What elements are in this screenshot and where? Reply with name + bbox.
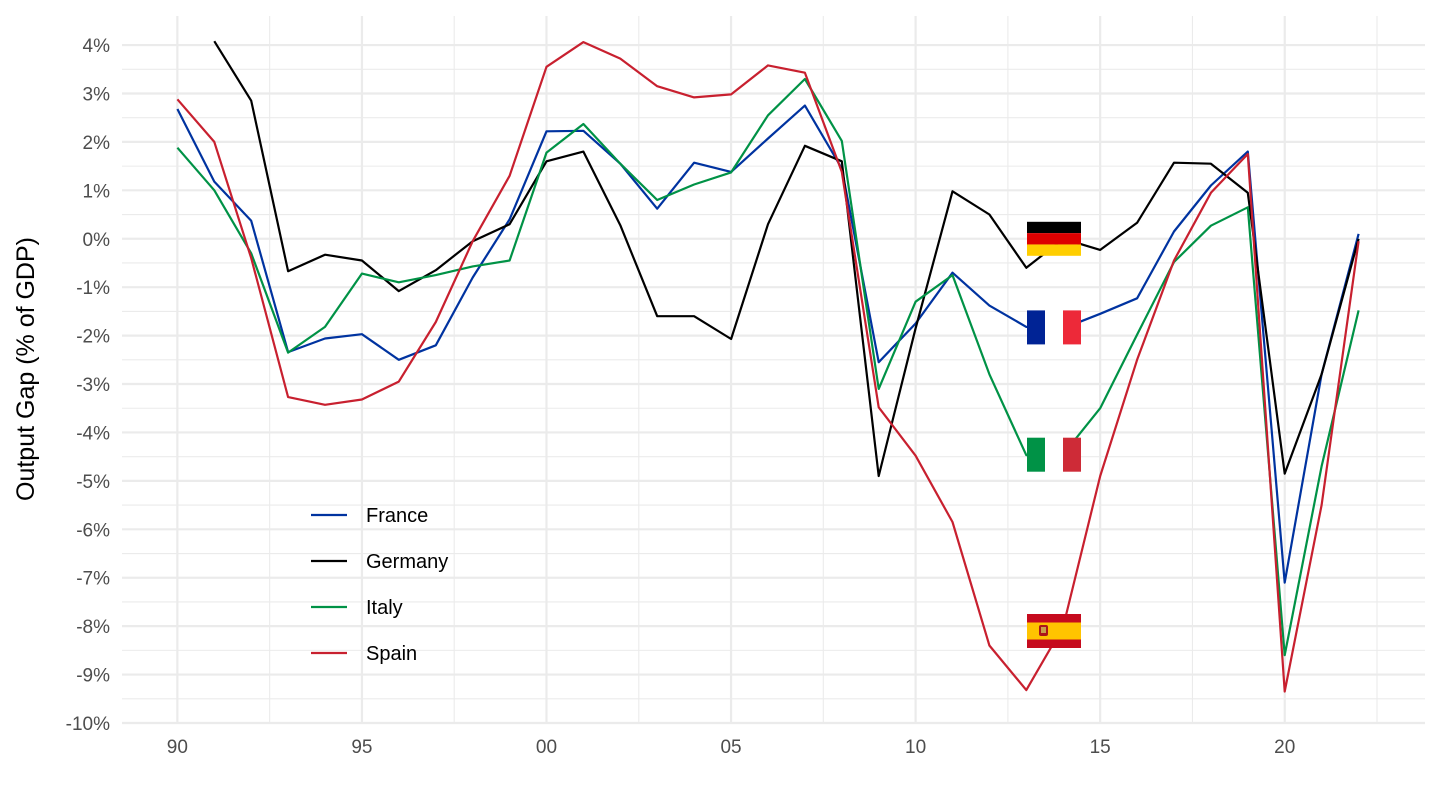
y-tick-label: -3% (76, 375, 110, 396)
series-line-germany (213, 40, 1360, 478)
y-tick-label: -9% (76, 666, 110, 687)
spain-flag-icon (1027, 614, 1081, 648)
series-lines (176, 40, 1360, 693)
y-tick-label: -4% (76, 423, 110, 444)
legend-label: Germany (366, 551, 448, 573)
x-tick-label: 05 (720, 737, 741, 758)
y-tick-label: 1% (83, 181, 111, 202)
legend-item-spain: Spain (311, 643, 417, 665)
y-tick-label: -8% (76, 617, 110, 638)
legend-item-france: France (311, 505, 428, 527)
france-flag-icon (1027, 310, 1081, 345)
y-axis-tick-labels: -10% -9% -8% -7% -6% -5% -4% -3% -2% -1% 0% 1% 2% 3% 4… (66, 36, 110, 735)
x-tick-label: 00 (536, 737, 557, 758)
y-tick-label: -6% (76, 520, 110, 541)
y-tick-label: 3% (83, 84, 111, 105)
y-tick-label: -10% (66, 714, 110, 735)
country-flags (1027, 221, 1081, 648)
y-tick-label: -1% (76, 278, 110, 299)
legend-item-germany: Germany (311, 551, 448, 573)
x-tick-label: 90 (167, 737, 188, 758)
y-tick-label: -5% (76, 472, 110, 493)
legend-label: Italy (366, 597, 403, 619)
legend-label: France (366, 505, 428, 527)
legend: France Germany Italy Spain (311, 505, 448, 665)
y-tick-label: -7% (76, 569, 110, 590)
x-tick-label: 15 (1090, 737, 1111, 758)
y-tick-label: 0% (83, 230, 111, 251)
germany-flag-icon (1027, 221, 1081, 256)
x-tick-label: 20 (1274, 737, 1295, 758)
series-line-italy (176, 77, 1360, 657)
y-tick-label: -2% (76, 327, 110, 348)
y-axis-title: Output Gap (% of GDP) (12, 237, 40, 501)
x-tick-label: 95 (351, 737, 372, 758)
legend-item-italy: Italy (311, 597, 403, 619)
legend-label: Spain (366, 643, 417, 665)
x-axis-tick-labels: 90 95 00 05 10 15 20 (167, 737, 1296, 758)
y-tick-label: 2% (83, 133, 111, 154)
italy-flag-icon (1027, 437, 1081, 472)
series-line-spain (176, 40, 1360, 693)
y-tick-label: 4% (83, 36, 111, 57)
grid-lines (122, 16, 1425, 725)
x-tick-label: 10 (905, 737, 926, 758)
series-line-france (176, 104, 1360, 584)
